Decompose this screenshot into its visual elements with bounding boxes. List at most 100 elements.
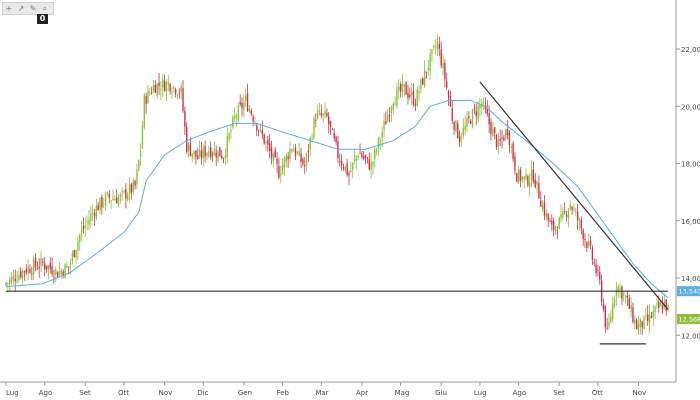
candle-up <box>259 127 262 128</box>
candle-up <box>554 227 557 231</box>
candle-up <box>193 150 195 155</box>
candle-down <box>257 130 260 132</box>
candle-up <box>377 138 380 150</box>
candle-up <box>80 229 83 235</box>
candle-down <box>256 124 258 131</box>
candle-up <box>659 302 662 306</box>
counter-badge: 0 <box>37 14 48 24</box>
candle-up <box>401 83 404 92</box>
x-tick-label: Feb <box>277 389 290 397</box>
candle-up <box>272 153 275 162</box>
candle-down <box>359 153 361 154</box>
candle-down <box>451 108 453 121</box>
candle-down <box>641 321 643 328</box>
candle-down <box>82 226 85 230</box>
candle-down <box>252 116 254 122</box>
candle-up <box>517 169 520 182</box>
candle-down <box>25 268 27 273</box>
candle-down <box>278 166 280 178</box>
candle-down <box>241 102 243 109</box>
candle-up <box>265 142 267 143</box>
candle-down <box>93 213 96 216</box>
candle-down <box>532 169 535 182</box>
y-tick-label: 20,00 <box>681 103 700 111</box>
candle-up <box>410 92 413 96</box>
candle-up <box>10 277 13 283</box>
candle-up <box>147 90 149 104</box>
candle-up <box>455 120 457 132</box>
candle-up <box>90 213 92 221</box>
candle-down <box>329 120 332 127</box>
candle-down <box>606 327 608 329</box>
plus-icon[interactable]: + <box>5 4 13 13</box>
candle-down <box>586 242 588 248</box>
candle-down <box>488 113 490 125</box>
candle-up <box>403 84 406 87</box>
candle-up <box>289 149 291 160</box>
magnifier-icon[interactable]: ⌕ <box>42 4 48 13</box>
candle-down <box>276 158 278 164</box>
price-tag <box>677 313 700 324</box>
candle-down <box>169 83 171 92</box>
candle-down <box>516 172 518 183</box>
candle-up <box>394 103 396 105</box>
candle-down <box>36 268 39 270</box>
candle-down <box>414 103 417 106</box>
candle-up <box>110 200 112 202</box>
candle-down <box>519 169 522 181</box>
candle-down <box>195 150 197 157</box>
candle-up <box>383 121 385 130</box>
candle-down <box>333 132 335 139</box>
candle-up <box>645 315 647 317</box>
candle-up <box>12 275 15 280</box>
candle-down <box>543 202 546 216</box>
candle-down <box>388 114 391 117</box>
candle-up <box>567 210 570 219</box>
candle-down <box>315 119 317 121</box>
candle-down <box>215 152 217 158</box>
candle-up <box>398 86 400 91</box>
candle-down <box>446 81 448 88</box>
candle-up <box>318 110 321 112</box>
candle-down <box>551 220 553 225</box>
candle-up <box>55 268 57 275</box>
candle-down <box>597 270 599 272</box>
candle-down <box>200 150 203 158</box>
candle-down <box>56 272 59 278</box>
candle-up <box>47 265 50 270</box>
candle-down <box>219 146 221 157</box>
candle-up <box>510 146 512 148</box>
candle-up <box>558 217 560 229</box>
candle-down <box>115 197 118 204</box>
candle-up <box>573 209 575 211</box>
candle-up <box>619 288 621 290</box>
candle-down <box>340 161 343 166</box>
candle-down <box>307 150 310 153</box>
candle-down <box>540 200 542 207</box>
pencil-icon[interactable]: ✎ <box>29 4 37 13</box>
candle-down <box>304 165 306 167</box>
candle-up <box>281 165 284 174</box>
candle-up <box>283 157 286 168</box>
candle-down <box>647 314 649 322</box>
y-tick-label: 12,00 <box>681 332 700 340</box>
pointer-icon[interactable]: ↗ <box>17 4 25 13</box>
candle-down <box>145 96 147 105</box>
candle-up <box>370 162 372 170</box>
candle-down <box>101 196 103 208</box>
candle-up <box>466 117 468 127</box>
candle-up <box>285 154 287 162</box>
candle-down <box>44 263 46 269</box>
candle-down <box>621 286 623 299</box>
candle-up <box>106 192 109 195</box>
candle-up <box>623 293 625 296</box>
candle-up <box>232 117 234 128</box>
candle-down <box>527 176 529 186</box>
candle-up <box>324 111 326 115</box>
candle-up <box>165 81 168 92</box>
candle-down <box>49 263 51 269</box>
candle-up <box>138 160 140 171</box>
x-tick-label: Ott <box>118 389 129 397</box>
candle-up <box>58 270 61 275</box>
